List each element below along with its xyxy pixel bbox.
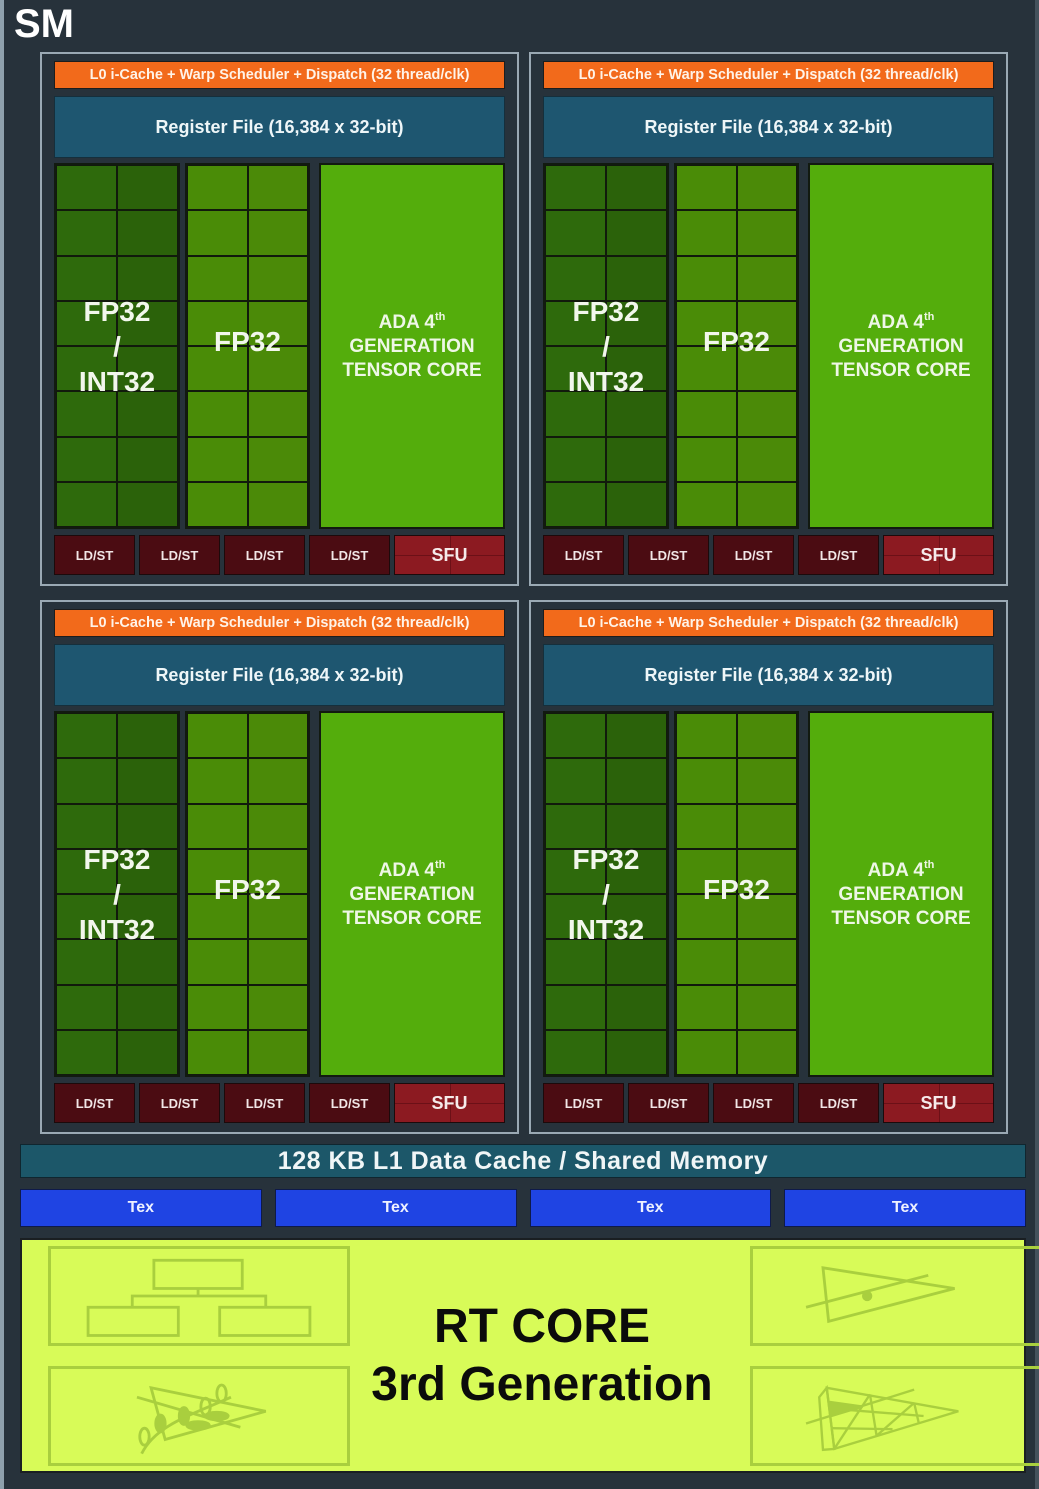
tensor-sup: th	[923, 859, 935, 871]
register-file: Register File (16,384 x 32-bit)	[543, 644, 994, 706]
alpha-leaf-triangle-icon	[48, 1366, 350, 1466]
texture-units-row: Tex Tex Tex Tex	[20, 1189, 1026, 1227]
tensor-line1: ADA 4	[867, 312, 924, 333]
warp-scheduler-bar: L0 i-Cache + Warp Scheduler + Dispatch (…	[54, 609, 505, 637]
tensor-core-label: ADA 4th GENERATION TENSOR CORE	[321, 305, 503, 383]
register-file: Register File (16,384 x 32-bit)	[54, 644, 505, 706]
tensor-line2: GENERATION	[838, 336, 964, 357]
rt-core: RT CORE 3rd Generation	[20, 1238, 1039, 1473]
tensor-line3: TENSOR CORE	[831, 908, 971, 929]
ldst-unit: LD/ST	[628, 1083, 709, 1123]
sfu-label: SFU	[431, 544, 468, 565]
ldst-unit: LD/ST	[309, 1083, 390, 1123]
ldst-unit: LD/ST	[224, 535, 305, 575]
tensor-sup: th	[923, 311, 935, 323]
tex-unit: Tex	[20, 1189, 262, 1227]
ldst-sfu-row: LD/ST LD/ST LD/ST LD/ST SFU	[54, 535, 505, 575]
sfu-label: SFU	[920, 544, 957, 565]
ldst-unit: LD/ST	[543, 1083, 624, 1123]
micromesh-triangle-icon	[750, 1366, 1039, 1466]
processing-block-2: L0 i-Cache + Warp Scheduler + Dispatch (…	[529, 52, 1008, 586]
sfu-label: SFU	[431, 1092, 468, 1113]
ldst-sfu-row: LD/ST LD/ST LD/ST LD/ST SFU	[543, 535, 994, 575]
rt-core-line2: 3rd Generation	[371, 1358, 713, 1411]
tensor-core: ADA 4th GENERATION TENSOR CORE	[808, 711, 994, 1077]
triangle-ray-hit-icon	[750, 1246, 1039, 1346]
sfu-unit: SFU	[883, 535, 994, 575]
tensor-core: ADA 4th GENERATION TENSOR CORE	[319, 711, 505, 1077]
ldst-unit: LD/ST	[798, 535, 879, 575]
ldst-unit: LD/ST	[543, 535, 624, 575]
fp32-unit-grid	[185, 711, 310, 1077]
warp-scheduler-bar: L0 i-Cache + Warp Scheduler + Dispatch (…	[543, 609, 994, 637]
tensor-line1: ADA 4	[867, 860, 924, 881]
ldst-unit: LD/ST	[139, 1083, 220, 1123]
tex-unit: Tex	[274, 1189, 517, 1227]
l1-data-cache: 128 KB L1 Data Cache / Shared Memory	[20, 1144, 1026, 1178]
register-file: Register File (16,384 x 32-bit)	[54, 96, 505, 158]
tensor-core: ADA 4th GENERATION TENSOR CORE	[808, 163, 994, 529]
warp-scheduler-bar: L0 i-Cache + Warp Scheduler + Dispatch (…	[54, 61, 505, 89]
tensor-line2: GENERATION	[349, 884, 475, 905]
ldst-unit: LD/ST	[309, 535, 390, 575]
sfu-unit: SFU	[394, 535, 505, 575]
tensor-line3: TENSOR CORE	[342, 360, 482, 381]
bvh-tree-icon	[48, 1246, 350, 1346]
tex-unit: Tex	[784, 1189, 1026, 1227]
ldst-unit: LD/ST	[628, 535, 709, 575]
ldst-sfu-row: LD/ST LD/ST LD/ST LD/ST SFU	[54, 1083, 505, 1123]
processing-block-1: L0 i-Cache + Warp Scheduler + Dispatch (…	[40, 52, 519, 586]
tensor-line1: ADA 4	[378, 312, 435, 333]
tex-unit: Tex	[529, 1189, 772, 1227]
sfu-unit: SFU	[883, 1083, 994, 1123]
fp32-int32-unit-grid	[54, 163, 180, 529]
fp32-int32-unit-grid	[543, 163, 669, 529]
warp-scheduler-bar: L0 i-Cache + Warp Scheduler + Dispatch (…	[543, 61, 994, 89]
fp32-unit-grid	[674, 711, 799, 1077]
tensor-sup: th	[434, 311, 446, 323]
tensor-core-label: ADA 4th GENERATION TENSOR CORE	[810, 305, 992, 383]
tensor-core-label: ADA 4th GENERATION TENSOR CORE	[321, 853, 503, 931]
processing-block-3: L0 i-Cache + Warp Scheduler + Dispatch (…	[40, 600, 519, 1134]
fp32-int32-unit-grid	[543, 711, 669, 1077]
sm-title: SM	[14, 2, 74, 46]
fp32-unit-grid	[185, 163, 310, 529]
tensor-line3: TENSOR CORE	[342, 908, 482, 929]
ldst-unit: LD/ST	[713, 535, 794, 575]
tensor-core-label: ADA 4th GENERATION TENSOR CORE	[810, 853, 992, 931]
ldst-unit: LD/ST	[54, 535, 135, 575]
tensor-sup: th	[434, 859, 446, 871]
tensor-line2: GENERATION	[349, 336, 475, 357]
register-file: Register File (16,384 x 32-bit)	[543, 96, 994, 158]
rt-core-line1: RT CORE	[434, 1300, 650, 1353]
fp32-int32-unit-grid	[54, 711, 180, 1077]
tensor-core: ADA 4th GENERATION TENSOR CORE	[319, 163, 505, 529]
fp32-unit-grid	[674, 163, 799, 529]
ldst-unit: LD/ST	[224, 1083, 305, 1123]
tensor-line1: ADA 4	[378, 860, 435, 881]
ldst-unit: LD/ST	[713, 1083, 794, 1123]
ldst-unit: LD/ST	[54, 1083, 135, 1123]
ldst-unit: LD/ST	[798, 1083, 879, 1123]
sfu-unit: SFU	[394, 1083, 505, 1123]
sfu-label: SFU	[920, 1092, 957, 1113]
rt-core-title: RT CORE 3rd Generation	[322, 1298, 762, 1414]
ldst-sfu-row: LD/ST LD/ST LD/ST LD/ST SFU	[543, 1083, 994, 1123]
tensor-line2: GENERATION	[838, 884, 964, 905]
ldst-unit: LD/ST	[139, 535, 220, 575]
tensor-line3: TENSOR CORE	[831, 360, 971, 381]
processing-block-4: L0 i-Cache + Warp Scheduler + Dispatch (…	[529, 600, 1008, 1134]
